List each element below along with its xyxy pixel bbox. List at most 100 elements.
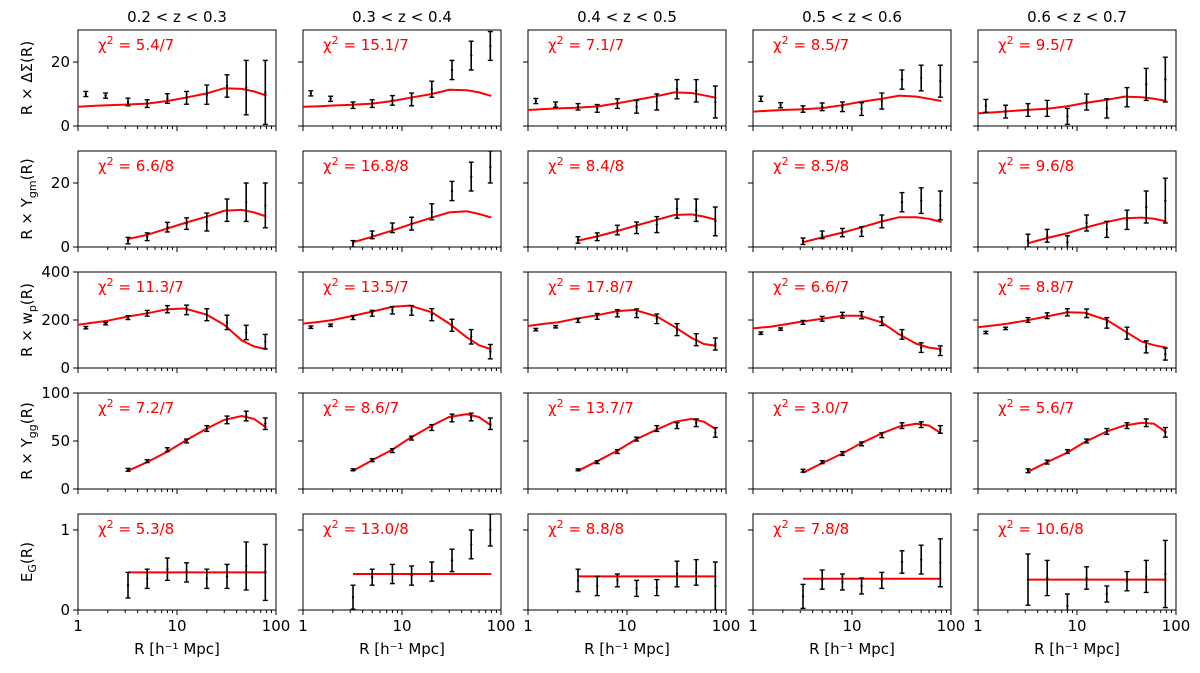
data-point — [125, 97, 131, 107]
data-marker — [205, 427, 209, 430]
data-marker — [1066, 241, 1069, 244]
chi2-label: χ2 = 13.0/8 — [323, 518, 409, 538]
data-marker — [469, 415, 473, 419]
data-point — [224, 198, 230, 223]
data-marker — [205, 313, 209, 316]
data-point — [1124, 86, 1130, 108]
chi2-label: χ2 = 7.2/7 — [98, 397, 174, 417]
data-marker — [166, 308, 169, 311]
data-point — [983, 330, 989, 335]
panel-plot-area — [303, 304, 493, 360]
data-marker — [919, 346, 923, 349]
data-point — [487, 151, 493, 184]
data-marker — [1144, 205, 1148, 209]
data-point — [1104, 427, 1110, 435]
data-marker — [714, 100, 717, 104]
data-marker — [145, 459, 149, 463]
x-tick-label: 10 — [167, 617, 186, 635]
chi2-label: χ2 = 8.6/7 — [323, 397, 399, 417]
data-marker — [1164, 78, 1167, 81]
data-marker — [410, 574, 413, 577]
data-point — [224, 415, 230, 425]
model-curve — [978, 311, 1167, 349]
data-marker — [534, 328, 538, 331]
data-point — [262, 333, 268, 350]
data-point — [1104, 585, 1110, 603]
data-marker — [225, 321, 229, 324]
panel-plot-area — [978, 308, 1168, 361]
x-tick-label: 10 — [842, 617, 861, 635]
data-point — [654, 313, 660, 325]
panel-r5-c5: 1 10 100 R [h⁻¹ Mpc] χ2 = 10.6/8 — [973, 513, 1190, 658]
data-marker — [469, 54, 473, 57]
data-marker — [595, 584, 599, 588]
y-tick-label: 400 — [41, 263, 70, 281]
data-marker — [244, 86, 248, 89]
data-point — [262, 417, 268, 431]
data-marker — [264, 91, 267, 94]
data-marker — [264, 422, 267, 425]
data-point — [409, 565, 415, 586]
data-marker — [244, 331, 248, 334]
data-marker — [351, 242, 355, 245]
data-point — [389, 222, 395, 234]
data-point — [859, 577, 865, 595]
panel-r4-c5: χ2 = 5.6/7 — [973, 392, 1177, 494]
data-marker — [104, 322, 107, 325]
data-marker — [635, 587, 638, 590]
data-point — [1003, 326, 1009, 331]
data-point — [918, 187, 924, 215]
data-marker — [1066, 115, 1069, 118]
model-curve — [303, 88, 492, 108]
data-marker — [900, 333, 904, 336]
data-marker — [351, 468, 355, 471]
y-tick-label: 20 — [51, 53, 70, 71]
data-point — [487, 514, 493, 547]
data-marker — [939, 204, 942, 207]
data-point — [575, 468, 581, 472]
data-marker — [860, 584, 863, 588]
data-marker — [1026, 318, 1030, 322]
data-point — [125, 314, 131, 321]
data-marker — [1085, 312, 1088, 315]
chi2-label: χ2 = 10.6/8 — [998, 518, 1084, 538]
data-marker — [779, 327, 782, 331]
data-point — [1044, 459, 1050, 465]
model-curve — [753, 314, 942, 351]
data-marker — [1085, 221, 1088, 225]
x-tick-label: 1 — [73, 617, 83, 635]
x-axis-label: R [h⁻¹ Mpc] — [359, 640, 445, 658]
data-point — [1162, 177, 1168, 224]
data-marker — [675, 424, 679, 427]
y-tick-label: 0 — [60, 359, 70, 377]
panel-r2-c1: 0 20 χ2 = 6.6/8 — [51, 150, 277, 256]
data-marker — [635, 437, 638, 441]
data-point — [449, 548, 455, 573]
data-marker — [244, 564, 248, 568]
data-point — [1143, 340, 1149, 354]
data-point — [693, 332, 699, 347]
y-tick-label: 100 — [41, 384, 70, 402]
panel-plot-area — [978, 56, 1168, 126]
data-point — [693, 418, 699, 428]
data-point — [614, 448, 620, 455]
data-point — [389, 94, 395, 106]
data-point — [429, 308, 435, 322]
data-marker — [145, 312, 149, 315]
data-point — [350, 239, 356, 247]
panel-r3-c3: χ2 = 17.8/7 — [523, 271, 727, 373]
panel-r1-c3: χ2 = 7.1/7 — [523, 29, 727, 131]
data-point — [125, 571, 131, 599]
data-point — [243, 59, 249, 116]
panel-plot-area — [350, 151, 493, 247]
data-point — [1064, 448, 1070, 455]
data-point — [859, 310, 865, 320]
data-point — [575, 102, 581, 111]
data-marker — [841, 105, 844, 109]
data-point — [369, 458, 375, 463]
data-marker — [1105, 592, 1109, 596]
data-point — [879, 316, 885, 327]
data-point — [1025, 553, 1031, 606]
data-marker — [595, 460, 599, 464]
data-marker — [919, 558, 923, 561]
